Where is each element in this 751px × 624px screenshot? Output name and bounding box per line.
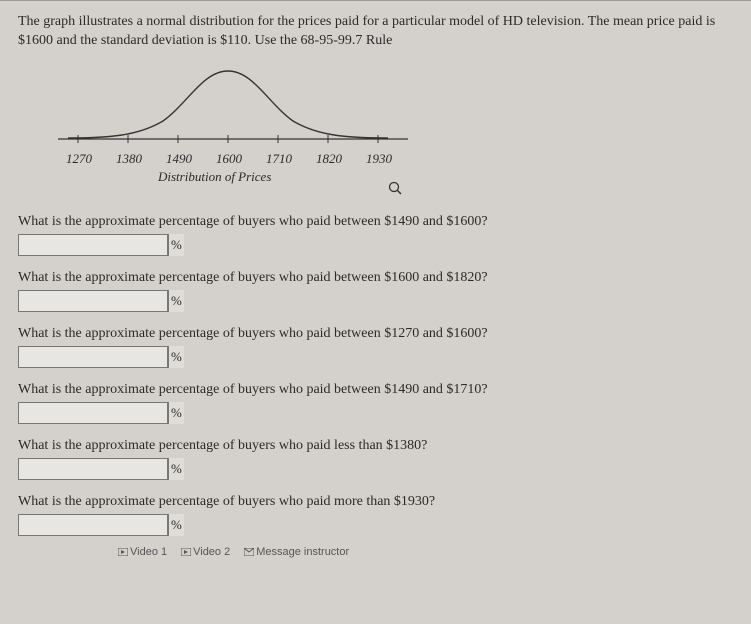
answer-input-2[interactable] <box>18 290 168 312</box>
answer-input-1[interactable] <box>18 234 168 256</box>
percent-label: % <box>168 458 184 480</box>
tick-label: 1380 <box>104 151 154 167</box>
question-1: What is the approximate percentage of bu… <box>18 214 733 256</box>
tick-label: 1270 <box>54 151 104 167</box>
worksheet-page: The graph illustrates a normal distribut… <box>0 0 751 624</box>
question-5: What is the approximate percentage of bu… <box>18 438 733 480</box>
question-text: What is the approximate percentage of bu… <box>18 438 733 454</box>
video-link-1[interactable]: Video 1 <box>118 546 167 558</box>
message-instructor-link[interactable]: Message instructor <box>244 546 349 558</box>
normal-curve-svg <box>48 61 418 146</box>
answer-input-6[interactable] <box>18 514 168 536</box>
question-2: What is the approximate percentage of bu… <box>18 270 733 312</box>
question-text: What is the approximate percentage of bu… <box>18 270 733 286</box>
question-3: What is the approximate percentage of bu… <box>18 326 733 368</box>
magnify-icon[interactable] <box>388 181 733 200</box>
question-4: What is the approximate percentage of bu… <box>18 382 733 424</box>
video-link-2[interactable]: Video 2 <box>181 546 230 558</box>
percent-label: % <box>168 402 184 424</box>
answer-input-4[interactable] <box>18 402 168 424</box>
answer-input-5[interactable] <box>18 458 168 480</box>
footer-links: Video 1 Video 2 Message instructor <box>118 546 733 558</box>
problem-statement: The graph illustrates a normal distribut… <box>18 13 733 51</box>
question-text: What is the approximate percentage of bu… <box>18 382 733 398</box>
percent-label: % <box>168 346 184 368</box>
question-text: What is the approximate percentage of bu… <box>18 214 733 230</box>
x-axis-ticks: 1270 1380 1490 1600 1710 1820 1930 <box>54 151 733 167</box>
percent-label: % <box>168 234 184 256</box>
tick-label: 1930 <box>354 151 404 167</box>
tick-label: 1600 <box>204 151 254 167</box>
percent-label: % <box>168 514 184 536</box>
question-text: What is the approximate percentage of bu… <box>18 326 733 342</box>
tick-label: 1710 <box>254 151 304 167</box>
question-6: What is the approximate percentage of bu… <box>18 494 733 536</box>
question-text: What is the approximate percentage of bu… <box>18 494 733 510</box>
tick-label: 1820 <box>304 151 354 167</box>
tick-label: 1490 <box>154 151 204 167</box>
answer-input-3[interactable] <box>18 346 168 368</box>
distribution-chart: 1270 1380 1490 1600 1710 1820 1930 Distr… <box>48 61 733 200</box>
percent-label: % <box>168 290 184 312</box>
